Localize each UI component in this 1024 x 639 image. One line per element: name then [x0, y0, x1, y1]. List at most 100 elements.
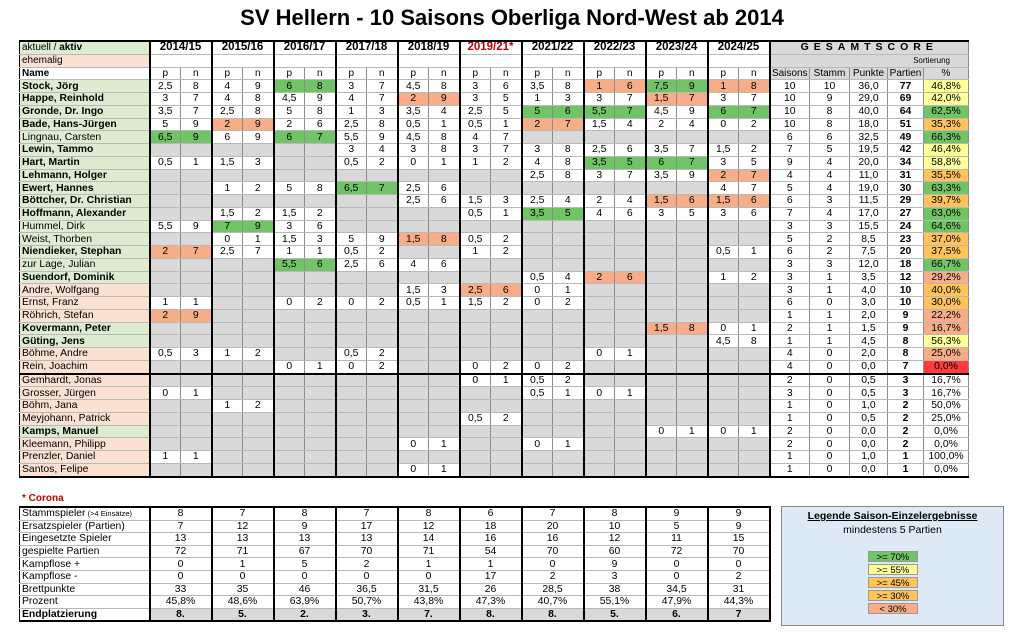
season-games: 4: [614, 118, 647, 132]
season-points: 0,5: [459, 232, 491, 246]
sort-label: Sortierung: [769, 54, 969, 68]
total-value-4: 10: [887, 296, 924, 310]
season-points: [335, 437, 367, 451]
total-value-4: 3: [887, 372, 924, 388]
season-points: [459, 169, 491, 183]
summary-label-text: Ersatzspieler (Partien): [22, 520, 125, 532]
season-points: [149, 360, 181, 375]
season-games: [180, 194, 213, 208]
season-games: 1: [304, 245, 337, 259]
summary-value: 31,5: [397, 583, 461, 597]
season-games: 3: [242, 156, 275, 170]
season-points: [149, 399, 181, 413]
season-points: 3: [521, 143, 553, 157]
totals-header-1: Saisons: [769, 67, 810, 81]
season-games: 2: [366, 156, 399, 170]
season-games: [366, 271, 399, 285]
total-value-2: 1: [809, 334, 850, 348]
status-aktiv-text: aktiv: [59, 42, 83, 54]
season-games: 1: [614, 347, 647, 361]
season-points: [397, 245, 429, 259]
season-points: 3: [335, 143, 367, 157]
season-games: [552, 450, 585, 464]
season-games: [366, 437, 399, 451]
season-points: [211, 412, 243, 426]
season-games: 7: [552, 118, 585, 132]
summary-value: 14: [397, 532, 461, 546]
season-games: [304, 347, 337, 361]
total-value-4: 27: [887, 207, 924, 221]
season-points: 0: [521, 360, 553, 375]
season-points: [273, 386, 305, 400]
season-games: [242, 194, 275, 208]
season-games: 9: [676, 105, 709, 119]
season-games: [676, 181, 709, 195]
total-value-1: 6: [769, 194, 810, 208]
total-value-4: 24: [887, 220, 924, 234]
total-value-3: 0,0: [849, 360, 888, 375]
season-games: [676, 220, 709, 234]
totals-header-2: Stamm: [809, 67, 850, 81]
season-points: 1,5: [645, 92, 677, 106]
season-points: [645, 181, 677, 195]
total-value-5: 25,0%: [923, 347, 969, 361]
season-games: 7: [242, 245, 275, 259]
season-games: [366, 450, 399, 464]
season-games: 2: [490, 245, 523, 259]
total-value-2: 3: [809, 220, 850, 234]
season-games: 7: [738, 169, 771, 183]
season-points: [521, 232, 553, 246]
total-value-3: 40,0: [849, 105, 888, 119]
season-points: 4: [211, 79, 243, 93]
summary-value: 35: [211, 583, 275, 597]
total-value-2: 0: [809, 372, 850, 388]
season-points: 6: [707, 105, 739, 119]
season-points: 0,5: [149, 347, 181, 361]
season-games: 9: [242, 118, 275, 132]
season-games: [738, 220, 771, 234]
total-value-1: 5: [769, 181, 810, 195]
points-header: p: [583, 67, 615, 81]
season-games: 6: [676, 194, 709, 208]
season-games: 6: [428, 194, 461, 208]
total-value-3: 15,5: [849, 220, 888, 234]
season-points: [459, 309, 491, 323]
season-games: 4: [366, 143, 399, 157]
season-games: 8: [552, 169, 585, 183]
season-points: 3,5: [397, 105, 429, 119]
season-points: [273, 437, 305, 451]
total-value-1: 1: [769, 309, 810, 323]
season-games: [738, 347, 771, 361]
player-row: Kovermann, Peter 1,5 8 0 1 2 1 1,5 9 16,7%: [19, 322, 969, 336]
season-games: 8: [738, 334, 771, 348]
player-row: Grosser, Jürgen 0 1 0,5 1 0 1 3 0 0,5 3 16,7%: [19, 386, 969, 400]
season-points: [273, 283, 305, 297]
season-games: 2: [552, 296, 585, 310]
total-value-2: 1: [809, 283, 850, 297]
season-games: [614, 232, 647, 246]
player-name: Böhm, Jana: [19, 399, 151, 413]
season-header: 2019/21*: [459, 41, 523, 55]
season-games: 8: [366, 118, 399, 132]
season-points: [211, 463, 243, 478]
summary-value: 26: [459, 583, 523, 597]
total-value-1: 6: [769, 245, 810, 259]
player-name: Gemhardt, Jonas: [19, 372, 151, 388]
season-games: [490, 334, 523, 348]
player-name: Böttcher, Dr. Christian: [19, 194, 151, 208]
total-value-2: 4: [809, 156, 850, 170]
season-games: 6: [304, 118, 337, 132]
summary-value: 16: [521, 532, 585, 546]
season-games: [490, 399, 523, 413]
season-points: 0: [645, 425, 677, 439]
season-points: [521, 450, 553, 464]
season-points: [335, 425, 367, 439]
season-games: 7: [490, 130, 523, 144]
season-games: 7: [738, 105, 771, 119]
player-row: Bade, Hans-Jürgen 5 9 2 9 2 6 2,5 8 0,5 1 0,5 1 2 7 1,5…: [19, 118, 969, 132]
total-value-1: 2: [769, 372, 810, 388]
season-games: [242, 386, 275, 400]
season-games: 1: [552, 386, 585, 400]
season-games: 8: [552, 156, 585, 170]
games-header: n: [738, 67, 771, 81]
